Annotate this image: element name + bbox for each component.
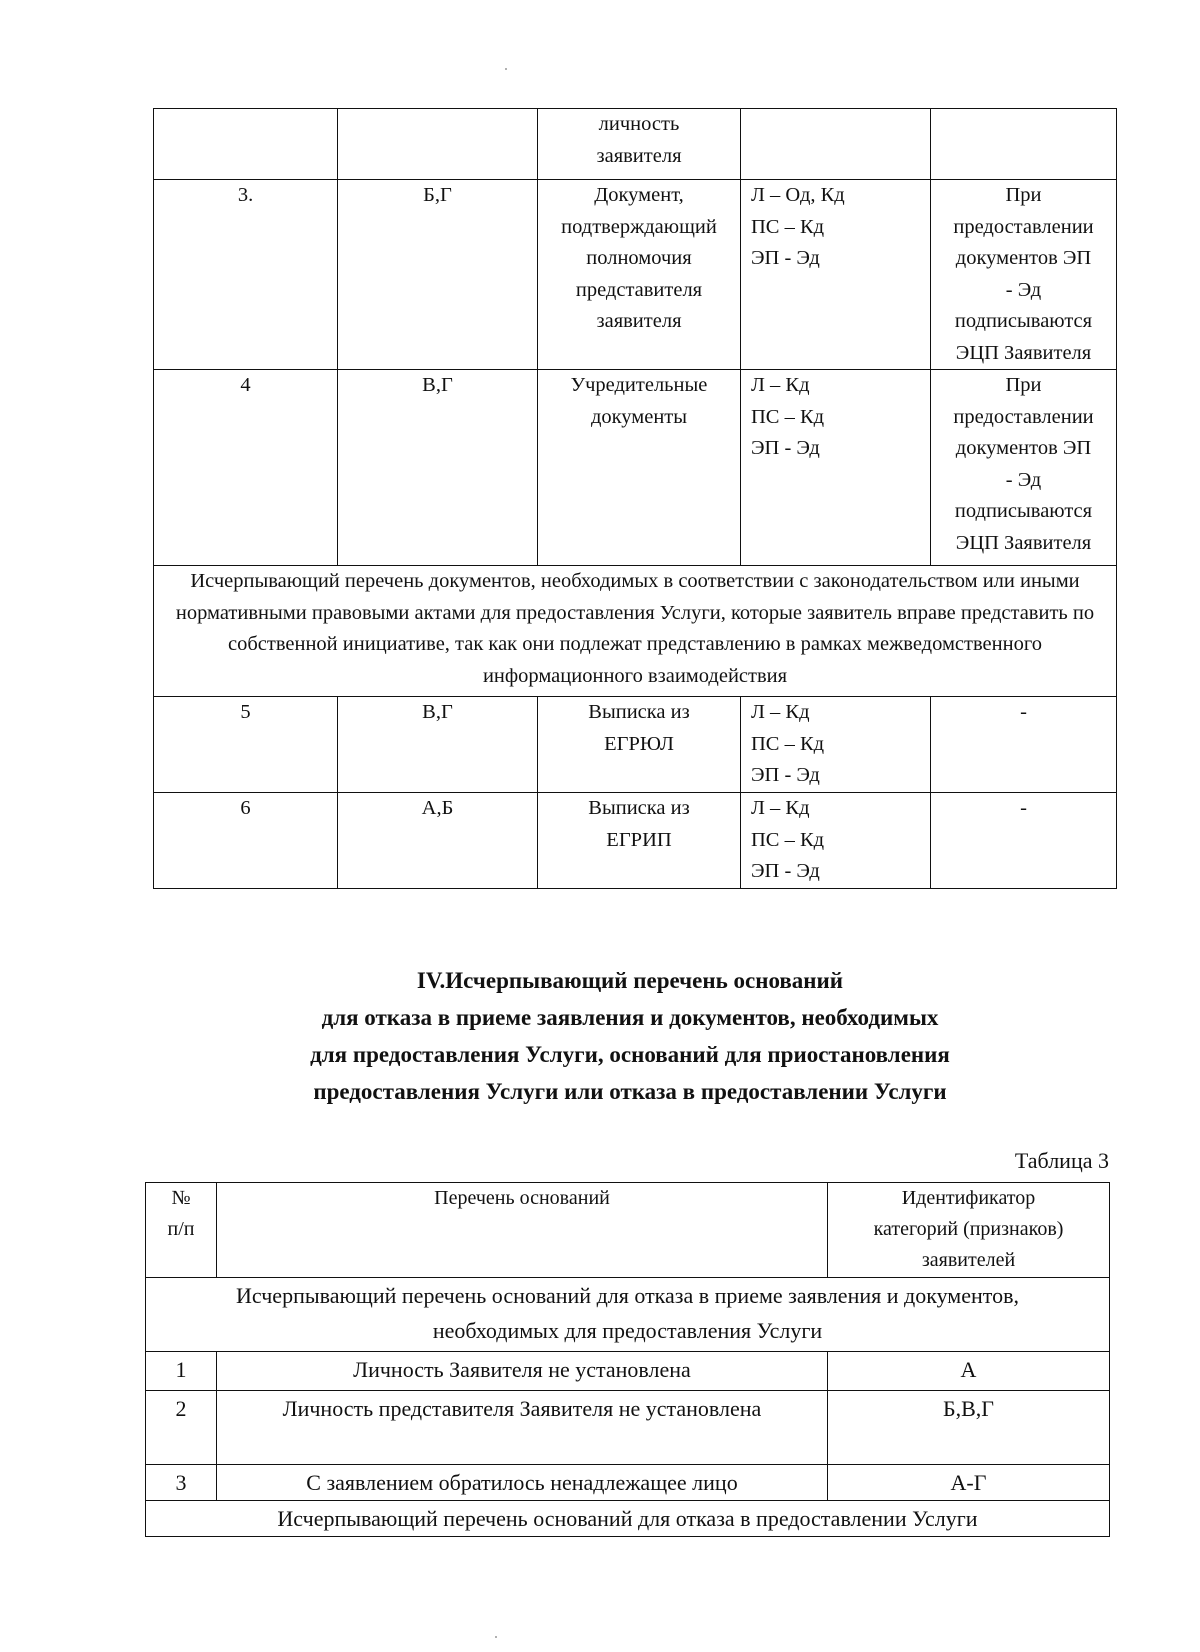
cell-form: Л – Кд ПС – Кд ЭП - Эд (740, 792, 931, 889)
cell-document: личность заявителя (537, 108, 741, 180)
section-row-text: Исчерпывающий перечень оснований для отк… (145, 1500, 1110, 1537)
cell-document: Выписка из ЕГРИП (537, 792, 741, 889)
table-row: 5 В,Г Выписка из ЕГРЮЛ Л – Кд ПС – Кд ЭП… (153, 696, 1117, 793)
table-row: 4 В,Г Учредительные документы Л – Кд ПС … (153, 369, 1117, 566)
cell-category: А,Б (337, 792, 538, 889)
cell-note: - (930, 696, 1117, 793)
cell-num: 1 (145, 1351, 217, 1391)
cell-note: При предоставлении документов ЭП - Эд по… (930, 179, 1117, 370)
section-row-text: Исчерпывающий перечень оснований для отк… (145, 1277, 1110, 1352)
cell-document: Выписка из ЕГРЮЛ (537, 696, 741, 793)
header-row: № п/п Перечень оснований Идентификатор к… (145, 1182, 1110, 1278)
cell-num: 4 (153, 369, 338, 566)
table-row: 1 Личность Заявителя не установлена А (145, 1351, 1110, 1391)
cell-form (740, 108, 931, 180)
table-row: 6 А,Б Выписка из ЕГРИП Л – Кд ПС – Кд ЭП… (153, 792, 1117, 889)
cell-form: Л – Кд ПС – Кд ЭП - Эд (740, 696, 931, 793)
cell-categories: А-Г (827, 1464, 1110, 1501)
cell-form: Л – Од, Кд ПС – Кд ЭП - Эд (740, 179, 931, 370)
documents-table: личность заявителя 3. Б,Г Документ, подт… (153, 108, 1117, 889)
section-heading: IV.Исчерпывающий перечень оснований для … (310, 968, 950, 1104)
header-reasons: Перечень оснований (216, 1182, 828, 1278)
header-categories: Идентификатор категорий (признаков) заяв… (827, 1182, 1110, 1278)
cell-document: Документ, подтверждающий полномочия пред… (537, 179, 741, 370)
cell-note (930, 108, 1117, 180)
cell-num: 6 (153, 792, 338, 889)
scan-speck (505, 68, 507, 70)
table-row: 2 Личность представителя Заявителя не ус… (145, 1390, 1110, 1465)
section-row-text: Исчерпывающий перечень документов, необх… (153, 565, 1117, 697)
cell-reason: С заявлением обратилось ненадлежащее лиц… (216, 1464, 828, 1501)
cell-note: При предоставлении документов ЭП - Эд по… (930, 369, 1117, 566)
cell-note: - (930, 792, 1117, 889)
refusal-grounds-table: № п/п Перечень оснований Идентификатор к… (145, 1182, 1110, 1537)
cell-category: Б,Г (337, 179, 538, 370)
cell-category: В,Г (337, 369, 538, 566)
cell-categories: Б,В,Г (827, 1390, 1110, 1465)
cell-reason: Личность представителя Заявителя не уста… (216, 1390, 828, 1465)
cell-num: 3. (153, 179, 338, 370)
cell-document: Учредительные документы (537, 369, 741, 566)
cell-num: 2 (145, 1390, 217, 1465)
section-row: Исчерпывающий перечень оснований для отк… (145, 1500, 1110, 1537)
cell-num (153, 108, 338, 180)
cell-category: В,Г (337, 696, 538, 793)
scan-speck (495, 1636, 497, 1638)
table-row: личность заявителя (153, 108, 1117, 180)
cell-num: 3 (145, 1464, 217, 1501)
cell-categories: А (827, 1351, 1110, 1391)
section-row: Исчерпывающий перечень оснований для отк… (145, 1277, 1110, 1352)
cell-num: 5 (153, 696, 338, 793)
table-row: 3. Б,Г Документ, подтверждающий полномоч… (153, 179, 1117, 370)
table-label: Таблица 3 (1014, 1148, 1109, 1173)
header-num: № п/п (145, 1182, 217, 1278)
cell-reason: Личность Заявителя не установлена (216, 1351, 828, 1391)
cell-category (337, 108, 538, 180)
section-row: Исчерпывающий перечень документов, необх… (153, 565, 1117, 697)
table-row: 3 С заявлением обратилось ненадлежащее л… (145, 1464, 1110, 1501)
cell-form: Л – Кд ПС – Кд ЭП - Эд (740, 369, 931, 566)
